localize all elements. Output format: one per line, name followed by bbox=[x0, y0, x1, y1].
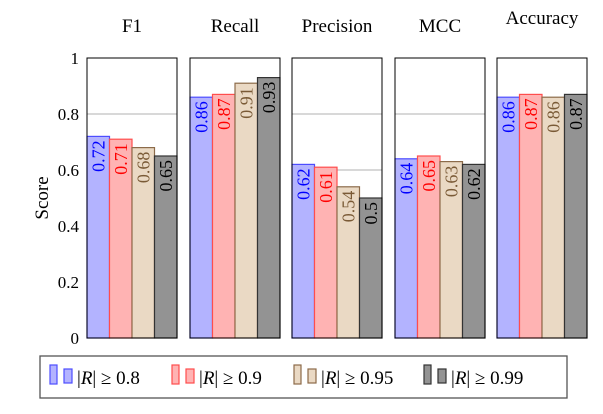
y-axis: 0 0.2 0.4 0.6 0.8 1 bbox=[58, 49, 80, 348]
panel-f1: 0.72 0.71 0.68 0.65 F1 bbox=[86, 16, 178, 339]
data-label: 0.86 bbox=[191, 101, 211, 133]
y-axis-label: Score bbox=[32, 176, 53, 219]
panel-recall: 0.86 0.87 0.91 0.93 Recall bbox=[189, 16, 281, 339]
data-label: 0.65 bbox=[419, 160, 439, 192]
legend-entry: |R| ≥ 0.95 bbox=[293, 364, 393, 389]
legend-entry: |R| ≥ 0.99 bbox=[423, 364, 523, 389]
legend-swatch-tall bbox=[171, 364, 180, 385]
legend-entry: |R| ≥ 0.8 bbox=[49, 364, 140, 389]
y-tick-label: 0 bbox=[71, 329, 80, 348]
data-label: 0.86 bbox=[498, 101, 518, 133]
panel-frame bbox=[394, 57, 486, 339]
legend-swatch-small bbox=[63, 368, 73, 384]
legend-swatch-small bbox=[437, 368, 447, 384]
data-label: 0.87 bbox=[521, 98, 541, 129]
data-label: 0.54 bbox=[338, 191, 358, 223]
legend: |R| ≥ 0.8 |R| ≥ 0.9 |R| ≥ 0.95 |R| ≥ 0.99 bbox=[39, 355, 568, 399]
panel-title: F1 bbox=[122, 16, 142, 37]
data-label: 0.91 bbox=[236, 87, 256, 119]
bar bbox=[518, 93, 543, 339]
panel-title: Accuracy bbox=[506, 8, 579, 29]
panel-frame bbox=[291, 57, 383, 339]
bar bbox=[234, 82, 259, 339]
legend-label: |R| ≥ 0.99 bbox=[451, 368, 523, 389]
y-tick-label: 0.2 bbox=[58, 273, 79, 292]
panel-frame bbox=[86, 57, 178, 339]
data-label: 0.62 bbox=[464, 168, 484, 200]
data-label: 0.65 bbox=[156, 160, 176, 192]
panel-title: Precision bbox=[302, 16, 373, 37]
data-label: 0.86 bbox=[543, 101, 563, 133]
data-label: 0.62 bbox=[293, 168, 313, 200]
bar bbox=[563, 93, 588, 339]
data-label: 0.5 bbox=[361, 202, 381, 225]
y-tick-label: 0.8 bbox=[58, 105, 79, 124]
legend-label: |R| ≥ 0.95 bbox=[321, 368, 393, 389]
legend-swatch-small bbox=[307, 368, 317, 384]
bar bbox=[256, 76, 281, 339]
y-tick-label: 0.4 bbox=[58, 217, 80, 236]
data-label: 0.63 bbox=[441, 166, 461, 198]
data-label: 0.61 bbox=[316, 171, 336, 203]
y-tick-label: 0.6 bbox=[58, 161, 79, 180]
legend-box bbox=[39, 355, 568, 399]
data-label: 0.93 bbox=[259, 82, 279, 114]
data-label: 0.72 bbox=[88, 140, 108, 172]
panel-title: Recall bbox=[211, 16, 260, 37]
data-label: 0.71 bbox=[111, 143, 131, 175]
legend-swatch-tall bbox=[293, 364, 302, 385]
panel-frame bbox=[496, 57, 588, 339]
bar bbox=[211, 93, 236, 339]
legend-entry: |R| ≥ 0.9 bbox=[171, 364, 262, 389]
panel-title: MCC bbox=[419, 16, 461, 37]
legend-swatch-small bbox=[185, 368, 195, 384]
y-tick-label: 1 bbox=[71, 49, 80, 68]
panel-precision: 0.62 0.610.54 0.5 Precision bbox=[291, 16, 383, 339]
data-label: 0.68 bbox=[133, 152, 153, 184]
panel-mcc: 0.64 0.65 0.63 0.62 MCC bbox=[394, 16, 486, 339]
data-label: 0.87 bbox=[566, 98, 586, 129]
panel-frame bbox=[189, 57, 281, 339]
legend-label: |R| ≥ 0.8 bbox=[77, 368, 140, 389]
data-label: 0.64 bbox=[396, 163, 416, 195]
legend-label: |R| ≥ 0.9 bbox=[199, 368, 262, 389]
legend-swatch-tall bbox=[49, 364, 58, 385]
data-label: 0.87 bbox=[214, 98, 234, 129]
legend-swatch-tall bbox=[423, 364, 432, 385]
